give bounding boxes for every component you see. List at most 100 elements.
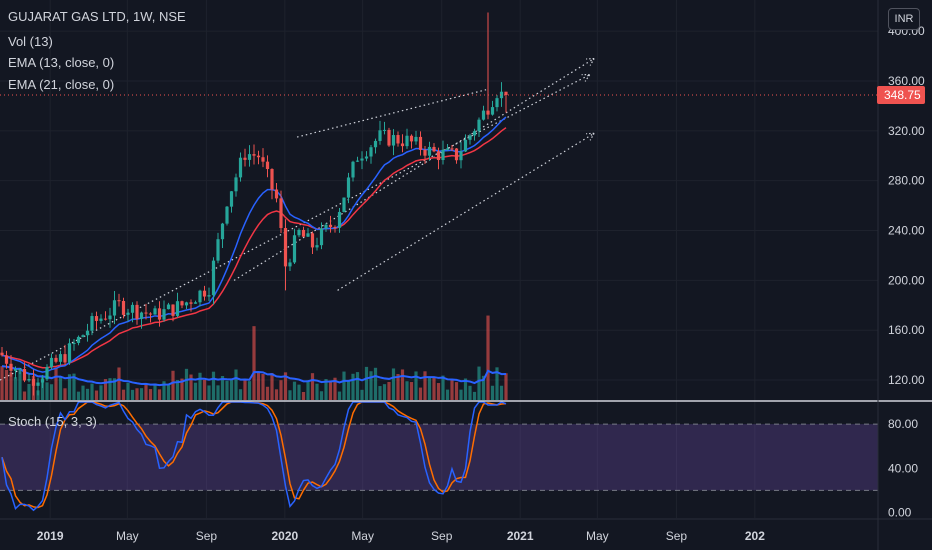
- volume-bar: [351, 373, 355, 400]
- candle-body: [45, 367, 49, 380]
- candles: [0, 12, 878, 396]
- volume-bar: [324, 379, 328, 400]
- volume-bar: [54, 367, 58, 400]
- volume-bar: [99, 385, 103, 400]
- candle-body: [427, 146, 432, 156]
- price-tick-label: 120.00: [888, 373, 925, 387]
- candle-body: [468, 135, 472, 140]
- volume-bar: [85, 388, 90, 400]
- volume-bar: [265, 386, 270, 400]
- candle-body: [279, 198, 283, 229]
- candle-body: [333, 226, 337, 228]
- candle-body: [261, 157, 265, 162]
- volume-bar: [234, 369, 238, 400]
- volume-bar: [445, 389, 450, 400]
- volume-bar: [18, 368, 22, 400]
- candle-body: [274, 189, 279, 199]
- volume-bar: [184, 368, 189, 400]
- candle-body: [310, 233, 315, 248]
- volume-bar: [333, 377, 337, 400]
- volume-bar: [225, 380, 229, 400]
- volume-bar: [468, 385, 472, 400]
- candle-body: [418, 136, 423, 150]
- volume-bar: [319, 391, 324, 400]
- stoch-band: [0, 423, 878, 491]
- candle-body: [256, 155, 261, 158]
- candle-body: [292, 235, 297, 263]
- volume-bar: [247, 381, 252, 400]
- price-axis[interactable]: 120.00 160.00 200.00 240.00 280.00 320.00 360.…: [888, 11, 925, 519]
- volume-ma: [1, 365, 507, 387]
- volume-bar: [229, 380, 234, 400]
- candle-body: [436, 151, 441, 161]
- candle-body: [283, 228, 288, 267]
- candle-body: [220, 223, 225, 240]
- volume-bar: [135, 388, 139, 400]
- price-tick-label: 240.00: [888, 224, 925, 238]
- candle-body: [247, 154, 252, 160]
- volume-bar: [220, 376, 225, 400]
- candle-body: [18, 369, 22, 371]
- volume-bar: [198, 372, 202, 400]
- vol-legend[interactable]: Vol (13): [8, 34, 53, 49]
- candle-body: [324, 224, 328, 229]
- candle-body: [67, 343, 72, 363]
- volume-bar: [378, 386, 382, 400]
- price-tick-label: 320.00: [888, 124, 925, 138]
- volume-bar: [315, 383, 319, 400]
- grid-lines: [0, 0, 878, 518]
- candle-body: [166, 304, 171, 310]
- candle-body: [319, 228, 324, 246]
- candle-body: [63, 354, 67, 363]
- candle-body: [148, 313, 153, 315]
- stochastic-lines: [1, 401, 507, 512]
- volume-bar: [94, 390, 99, 400]
- time-tick-label: 2019: [37, 529, 64, 543]
- volume-ma-line: [1, 365, 507, 387]
- ema21-legend[interactable]: EMA (21, close, 0): [8, 77, 115, 92]
- candle-body: [306, 233, 310, 237]
- symbol-legend[interactable]: GUJARAT GAS LTD, 1W, NSE: [8, 9, 186, 24]
- volume-bar: [243, 379, 247, 400]
- volume-bar: [360, 389, 364, 400]
- stoch-tick-label: 0.00: [888, 505, 912, 519]
- volume-bar: [441, 375, 445, 400]
- candle-body: [175, 301, 180, 316]
- volume-bar: [238, 389, 243, 400]
- volume-bar: [342, 371, 346, 400]
- volume-bar: [292, 381, 297, 400]
- candle-body: [135, 304, 139, 319]
- price-tick-label: 200.00: [888, 273, 925, 287]
- volume-bar: [328, 380, 333, 400]
- stoch-legend[interactable]: Stoch (15, 3, 3): [8, 414, 97, 429]
- candle-body: [94, 316, 99, 321]
- currency-button[interactable]: INR: [888, 8, 920, 30]
- trendlines[interactable]: [0, 57, 595, 381]
- volume-bar: [148, 389, 153, 400]
- volume-bar: [490, 385, 495, 400]
- candle-body: [391, 135, 396, 146]
- volume-bar: [409, 382, 414, 400]
- volume-bar: [405, 381, 409, 400]
- time-tick-label: May: [586, 529, 609, 543]
- volume-bar: [306, 380, 310, 400]
- candle-body: [180, 301, 184, 306]
- volume-bar: [301, 391, 306, 400]
- candle-body: [54, 357, 58, 362]
- ema13-legend[interactable]: EMA (13, close, 0): [8, 55, 115, 70]
- volume-bar: [346, 380, 351, 400]
- candle-body: [36, 382, 40, 386]
- volume-bar: [369, 371, 373, 400]
- candle-body: [49, 357, 54, 368]
- candle-body: [490, 107, 495, 115]
- time-axis[interactable]: 2019 May Sep 2020 May Sep 2021 May Sep 202: [37, 529, 765, 543]
- volume-bar: [144, 383, 148, 400]
- candle-body: [445, 148, 450, 150]
- volume-bar: [9, 372, 13, 400]
- last-price-badge: 348.75: [877, 86, 925, 105]
- volume-bar: [58, 376, 63, 400]
- candle-body: [270, 169, 274, 190]
- volume-bar: [76, 391, 81, 400]
- volume-bar: [459, 389, 463, 400]
